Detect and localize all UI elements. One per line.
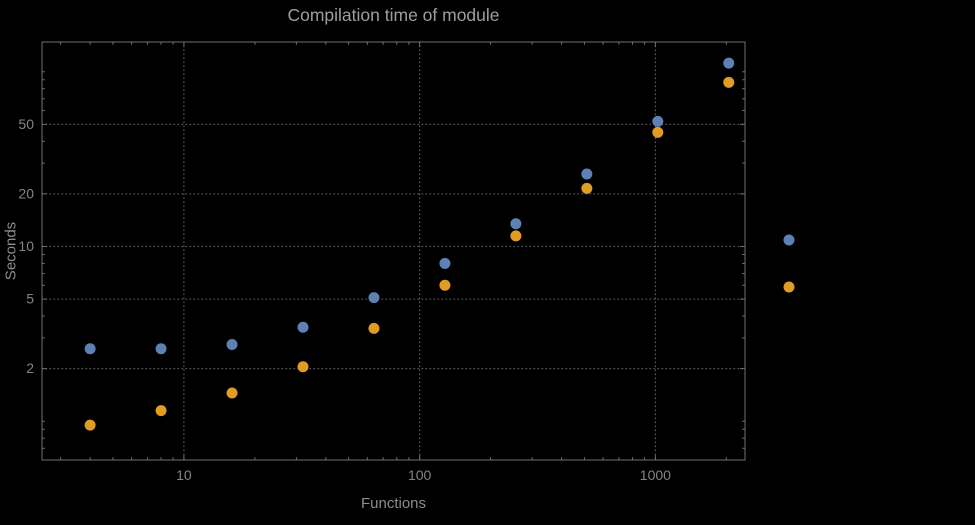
data-point-blue bbox=[84, 343, 96, 355]
data-point-blue bbox=[581, 168, 593, 180]
data-point-orange bbox=[723, 76, 735, 88]
x-tick-label: 1000 bbox=[640, 467, 671, 483]
y-tick-label: 20 bbox=[18, 185, 34, 201]
data-point-orange bbox=[439, 279, 451, 291]
data-point-blue bbox=[155, 343, 167, 355]
legend-marker-orange bbox=[783, 281, 795, 293]
data-point-blue bbox=[226, 338, 238, 350]
data-point-blue bbox=[510, 218, 522, 230]
x-axis-label: Functions bbox=[360, 495, 427, 512]
legend-marker-blue bbox=[783, 234, 795, 246]
y-tick-label: 5 bbox=[26, 291, 34, 307]
data-point-orange bbox=[652, 126, 664, 138]
data-point-blue bbox=[652, 115, 664, 127]
data-point-blue bbox=[723, 57, 735, 69]
data-point-orange bbox=[510, 230, 522, 242]
data-point-blue bbox=[368, 292, 380, 304]
data-point-orange bbox=[226, 387, 238, 399]
data-point-blue bbox=[439, 257, 451, 269]
y-tick-label: 50 bbox=[18, 116, 34, 132]
plot-frame bbox=[41, 41, 746, 461]
data-point-orange bbox=[581, 182, 593, 194]
chart-title: Compilation time of module bbox=[287, 5, 500, 25]
data-point-orange bbox=[84, 419, 96, 431]
data-point-orange bbox=[297, 361, 309, 373]
data-point-blue bbox=[297, 321, 309, 333]
y-tick-label: 10 bbox=[18, 238, 34, 254]
x-tick-label: 100 bbox=[408, 467, 432, 483]
x-tick-label: 10 bbox=[176, 467, 192, 483]
data-point-orange bbox=[155, 405, 167, 417]
data-point-orange bbox=[368, 322, 380, 334]
y-tick-label: 2 bbox=[26, 360, 34, 376]
